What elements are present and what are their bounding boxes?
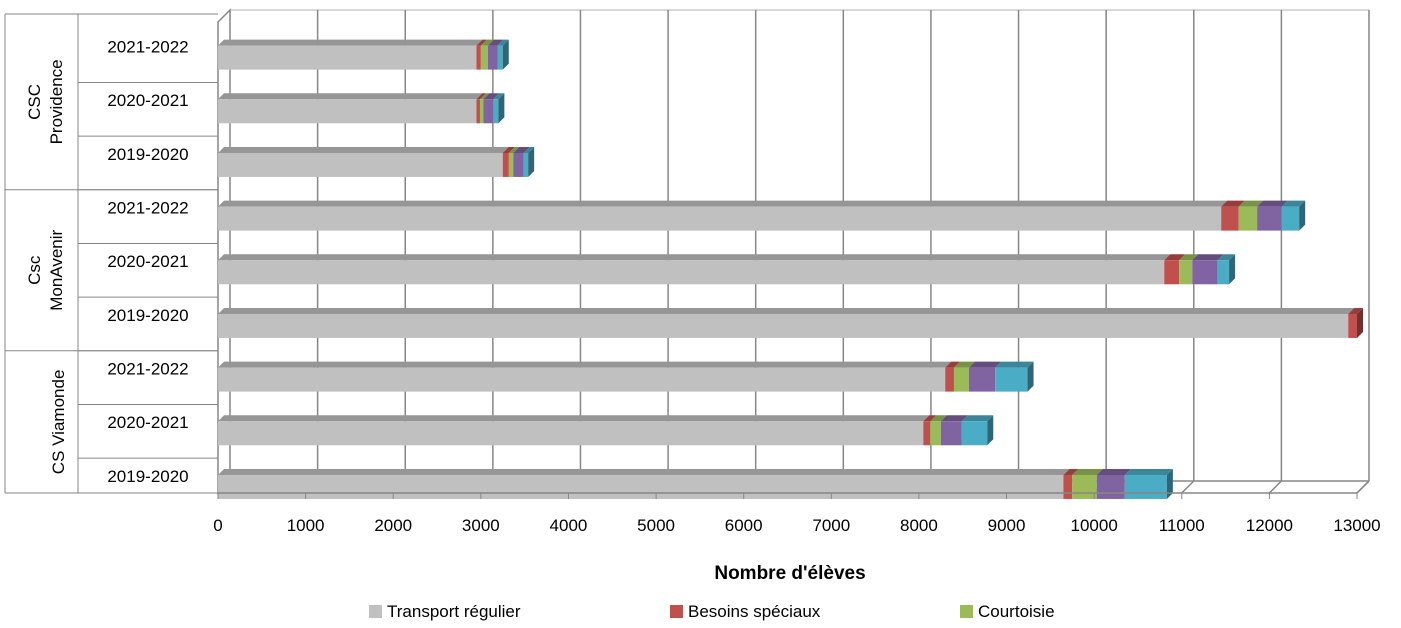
bar-segment (218, 153, 503, 177)
legend-swatch (960, 605, 973, 618)
x-tick-label: 10000 (1071, 516, 1118, 535)
bar-segment (962, 421, 987, 445)
bar-segment (969, 368, 995, 392)
category-label: 2021-2022 (107, 359, 188, 378)
bar-segment (930, 421, 941, 445)
bar-top-face (1097, 469, 1131, 475)
x-tick-label: 2000 (374, 516, 412, 535)
bar-segment (509, 153, 513, 177)
bar-top-face (1125, 469, 1173, 475)
category-label: 2020-2021 (107, 413, 188, 432)
x-tick-label: 11000 (1159, 516, 1205, 535)
bar-segment (513, 153, 524, 177)
bar-segment (923, 421, 930, 445)
bar-segment (995, 368, 1027, 392)
category-label: 2021-2022 (107, 37, 188, 56)
x-tick-label: 12000 (1246, 516, 1293, 535)
bar-top-face (218, 201, 1227, 207)
x-tick-label: 8000 (900, 516, 938, 535)
floor-gridline (1182, 481, 1194, 493)
bar-segment (954, 368, 969, 392)
bar-segment (218, 207, 1221, 231)
category-label: 2020-2021 (107, 252, 188, 271)
group-label-line: CS Viamonde (49, 370, 68, 475)
bar-top-face (218, 362, 951, 368)
bar-segment (1164, 260, 1179, 284)
group-label-line: Csc (25, 255, 44, 285)
category-label: 2020-2021 (107, 91, 188, 110)
legend: Transport régulier Besoins spéciaux Courto… (369, 602, 1055, 621)
category-label: 2021-2022 (107, 198, 188, 217)
group-label: Csc MonAvenir (25, 229, 66, 310)
bar-segment (1192, 260, 1217, 284)
x-tick-label: 13000 (1333, 516, 1380, 535)
bar-segment (218, 99, 476, 123)
bar-top-face (218, 415, 929, 421)
legend-label: Courtoisie (978, 602, 1055, 621)
bar-segment (1072, 475, 1097, 499)
bar-segment (476, 46, 480, 70)
bar-segment (481, 46, 488, 70)
bar-segment (1097, 475, 1125, 499)
x-tick-label: 4000 (550, 516, 588, 535)
bar-segment (218, 46, 476, 70)
legend-swatch (670, 605, 683, 618)
x-tick-label: 5000 (637, 516, 675, 535)
bar-segment (945, 368, 954, 392)
x-tick-label: 1000 (287, 516, 325, 535)
bar-segment (218, 260, 1164, 284)
bar-segment (524, 153, 528, 177)
bar-segment (1063, 475, 1072, 499)
bar-segment (941, 421, 962, 445)
bar-segment (1257, 207, 1282, 231)
legend-label: Besoins spéciaux (688, 602, 821, 621)
group-label-line: Providence (47, 59, 66, 144)
x-tick-label: 9000 (988, 516, 1026, 535)
bar-top-face (218, 254, 1170, 260)
bar-segment (218, 475, 1063, 499)
bar-top-face (218, 469, 1069, 475)
bar-top-face (218, 40, 482, 46)
group-label: CS Viamonde (49, 370, 68, 475)
bar-segment (1348, 314, 1357, 338)
x-tick-label: 7000 (812, 516, 850, 535)
bar-segment (497, 46, 502, 70)
x-tick-label: 3000 (462, 516, 500, 535)
bar-top-face (218, 93, 482, 99)
bar-segment (218, 314, 1348, 338)
floor-right-edge (1357, 481, 1369, 493)
bar-segment (483, 99, 493, 123)
bar-segment (1239, 207, 1257, 231)
group-label: CSC Providence (25, 59, 66, 144)
bars-layer (218, 40, 1363, 499)
category-label: 2019-2020 (107, 467, 188, 486)
bar-segment (1282, 207, 1300, 231)
bar-segment (1218, 260, 1229, 284)
legend-swatch (369, 605, 382, 618)
bar-segment (1125, 475, 1167, 499)
group-label-line: MonAvenir (47, 229, 66, 310)
group-label-line: CSC (25, 84, 44, 120)
x-tick-label: 0 (213, 516, 222, 535)
bar-segment (480, 99, 484, 123)
category-label: 2019-2020 (107, 145, 188, 164)
bar-segment (1221, 207, 1239, 231)
bar-top-face (218, 147, 509, 153)
category-label: 2019-2020 (107, 306, 188, 325)
bar-segment (488, 46, 498, 70)
bar-top-face (218, 308, 1354, 314)
bar-segment (493, 99, 498, 123)
bar-segment (218, 421, 923, 445)
bar-segment (503, 153, 509, 177)
legend-label: Transport régulier (387, 602, 521, 621)
bar-top-face (995, 362, 1033, 368)
bar-segment (476, 99, 480, 123)
bar-segment (218, 368, 945, 392)
x-axis-title: Nombre d'élèves (714, 563, 865, 584)
floor-gridline (1269, 481, 1281, 493)
bar-segment (1179, 260, 1192, 284)
x-tick-label: 6000 (725, 516, 763, 535)
